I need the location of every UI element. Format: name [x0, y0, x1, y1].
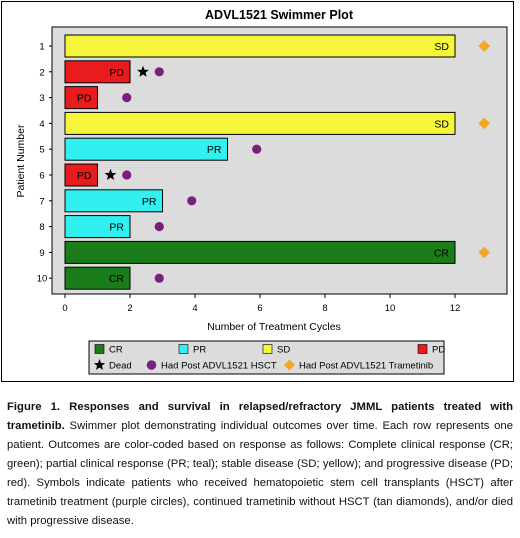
- legend-label-CR: CR: [109, 345, 123, 356]
- bar-patient-9: [64, 240, 456, 264]
- bar-patient-2: [64, 60, 131, 84]
- legend-swatch-SD: [262, 344, 273, 354]
- y-tick-label-6: 6: [39, 171, 44, 182]
- legend-swatch-dead: [93, 359, 106, 370]
- y-axis-label: Patient Number: [15, 124, 27, 197]
- trametinib-diamond-4: [478, 117, 491, 130]
- caption-body: Swimmer plot demonstrating individual ou…: [7, 420, 513, 527]
- bar-label-9: CR: [434, 247, 450, 259]
- bar-label-7: PR: [142, 196, 157, 208]
- y-tick-label-9: 9: [39, 248, 44, 259]
- bar-patient-6: [64, 163, 98, 187]
- dead-star-6: [104, 168, 117, 180]
- bar-patient-7: [64, 189, 163, 213]
- legend-label-PR: PR: [193, 345, 206, 356]
- bars-layer: SD PD PD SD PR PD PR PR CR CR: [64, 34, 456, 290]
- legend-label-hsct: Had Post ADVL1521 HSCT: [161, 361, 277, 372]
- legend-swatch-CR: [94, 344, 105, 354]
- x-tick-label-10: 10: [385, 303, 396, 314]
- swimmer-plot: ADVL1521 Swimmer Plot Patient Number Num…: [15, 8, 508, 375]
- bar-label-8: PR: [109, 222, 124, 234]
- hsct-circle-5: [252, 144, 262, 154]
- x-tick-label-6: 6: [257, 303, 262, 314]
- trametinib-diamond-1: [478, 40, 491, 52]
- legend-swatch-trametinib: [284, 359, 295, 371]
- x-axis-label: Number of Treatment Cycles: [207, 321, 341, 333]
- y-axis-ticks: 1 2 3 4 5 6 7 8 9 10: [37, 42, 52, 285]
- y-tick-label-8: 8: [39, 222, 44, 233]
- y-tick-label-4: 4: [39, 119, 44, 130]
- bar-label-6: PD: [77, 170, 92, 182]
- y-tick-label-1: 1: [39, 42, 44, 53]
- legend-label-dead: Dead: [109, 361, 132, 372]
- bar-label-5: PR: [207, 144, 222, 156]
- bar-label-1: SD: [434, 41, 449, 53]
- bar-patient-1: [64, 34, 456, 58]
- hsct-circle-3: [122, 93, 132, 103]
- legend: CR PR SD PD Dead Had Post ADVL1521 HSCT Had Po…: [88, 340, 445, 375]
- legend-label-PD: PD: [432, 345, 445, 356]
- hsct-circle-6: [122, 170, 132, 180]
- x-axis-ticks: 0 2 4 6 8 10 12: [62, 294, 460, 314]
- y-tick-label-10: 10: [37, 274, 48, 285]
- bar-patient-10: [64, 266, 131, 290]
- bar-label-4: SD: [434, 118, 449, 130]
- x-tick-label-8: 8: [322, 303, 327, 314]
- y-tick-label-5: 5: [39, 145, 44, 156]
- dead-star-2: [137, 65, 149, 77]
- x-tick-label-12: 12: [450, 303, 461, 314]
- legend-swatch-PR: [178, 344, 189, 354]
- markers-layer: [104, 40, 491, 283]
- caption-title: Figure 1. Responses and survival in rela…: [7, 401, 513, 432]
- y-tick-label-3: 3: [39, 93, 44, 104]
- bar-patient-3: [64, 86, 98, 110]
- bar-label-2: PD: [109, 67, 124, 79]
- x-tick-label-0: 0: [62, 303, 67, 314]
- trametinib-diamond-9: [478, 246, 491, 259]
- bar-patient-5: [64, 137, 228, 161]
- chart-title: ADVL1521 Swimmer Plot: [205, 8, 354, 22]
- hsct-circle-10: [154, 273, 164, 283]
- x-tick-label-2: 2: [127, 303, 132, 314]
- bar-label-3: PD: [77, 93, 92, 105]
- bar-label-10: CR: [109, 273, 125, 285]
- hsct-circle-8: [154, 222, 164, 232]
- bar-patient-4: [64, 111, 456, 135]
- hsct-circle-2: [154, 67, 164, 77]
- figure-caption: Figure 1. Responses and survival in rela…: [7, 398, 513, 531]
- bar-patient-8: [64, 215, 131, 239]
- legend-swatch-hsct: [146, 360, 157, 370]
- legend-label-SD: SD: [277, 345, 290, 356]
- legend-label-trametinib: Had Post ADVL1521 Trametinib: [299, 361, 433, 372]
- y-tick-label-7: 7: [39, 196, 44, 207]
- y-tick-label-2: 2: [39, 67, 44, 78]
- hsct-circle-7: [187, 196, 197, 206]
- x-tick-label-4: 4: [192, 303, 197, 314]
- legend-swatch-PD: [417, 344, 428, 354]
